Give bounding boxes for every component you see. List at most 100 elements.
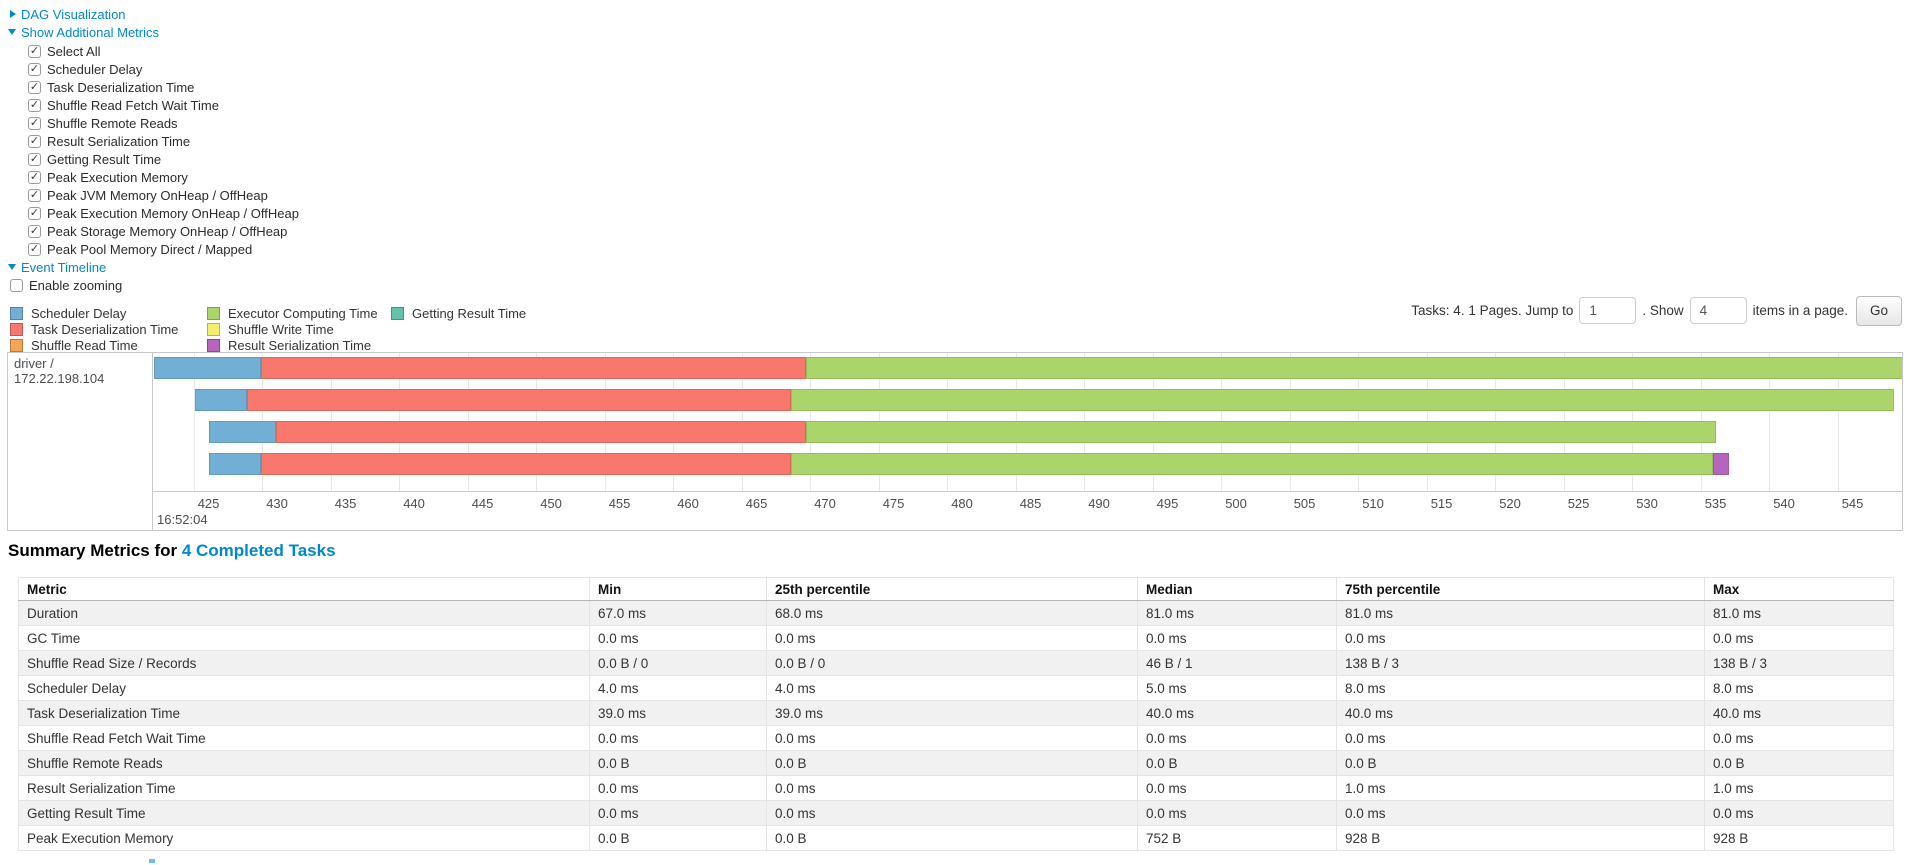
legend-label: Result Serialization Time — [228, 337, 372, 353]
metric-checkbox[interactable]: ✓ — [28, 152, 41, 166]
task-segment-scheduler_delay[interactable] — [195, 389, 248, 411]
summary-metric-value: 0.0 ms — [766, 775, 1138, 801]
task-segment-executor_computing[interactable] — [806, 421, 1716, 443]
metric-checkbox-row: ✓ Result Serialization Time — [8, 132, 299, 150]
metric-checkbox[interactable]: ✓ — [28, 134, 41, 148]
metric-checkbox-label: Task Deserialization Time — [47, 79, 195, 95]
legend-label: Executor Computing Time — [228, 305, 378, 321]
summary-metric-value: 0.0 B / 0 — [589, 650, 767, 676]
metric-checkbox[interactable]: ✓ — [28, 242, 41, 256]
legend-item: Scheduler Delay — [10, 305, 207, 321]
summary-metric-value: 8.0 ms — [1336, 675, 1705, 701]
task-segment-executor_computing[interactable] — [806, 357, 1902, 379]
metric-checkbox-row: ✓ Task Deserialization Time — [8, 78, 299, 96]
summary-metric-value: 67.0 ms — [589, 600, 767, 626]
task-pagination: Tasks: 4. 1 Pages. Jump to . Show items … — [1411, 295, 1902, 326]
timeline-axis: 16:52:04 425 430 435 440 445 450 455 460 465 470 4… — [153, 493, 1902, 530]
axis-major-time-label: 16:52:04 — [157, 512, 208, 527]
summary-metric-value: 81.0 ms — [1336, 600, 1705, 626]
metric-checkbox-label: Shuffle Read Fetch Wait Time — [47, 97, 219, 113]
axis-tick-label: 495 — [1156, 496, 1179, 511]
summary-metric-value: 39.0 ms — [766, 700, 1138, 726]
task-segment-task_deserialization[interactable] — [275, 421, 807, 443]
task-segment-task_deserialization[interactable] — [260, 453, 791, 475]
summary-metric-value: 0.0 ms — [766, 625, 1138, 651]
summary-metrics-table: Metric Min 25th percentile Median 75th perce… — [18, 577, 1894, 851]
task-segment-scheduler_delay[interactable] — [208, 453, 261, 475]
completed-tasks-link[interactable]: 4 Completed Tasks — [181, 541, 336, 560]
show-additional-metrics-toggle[interactable]: Show Additional Metrics — [8, 23, 299, 41]
summary-metric-value: 0.0 B — [1137, 750, 1337, 776]
event-timeline-toggle[interactable]: Event Timeline — [8, 258, 299, 276]
legend-item: Result Serialization Time — [207, 337, 391, 353]
metric-checkbox[interactable]: ✓ — [28, 224, 41, 238]
summary-metric-value: 4.0 ms — [766, 675, 1138, 701]
metric-checkbox[interactable]: ✓ — [28, 206, 41, 220]
task-segment-executor_computing[interactable] — [791, 453, 1713, 475]
task-segment-scheduler_delay[interactable] — [154, 357, 261, 379]
summary-metric-value: 0.0 ms — [1137, 625, 1337, 651]
show-additional-metrics-link[interactable]: Show Additional Metrics — [21, 24, 160, 40]
summary-metric-name: Task Deserialization Time — [18, 700, 590, 726]
metric-checkbox[interactable]: ✓ — [28, 188, 41, 202]
summary-metric-value: 0.0 B / 0 — [766, 650, 1138, 676]
metric-checkbox-row: ✓ Peak Pool Memory Direct / Mapped — [8, 240, 299, 258]
metric-checkbox-row: ✓ Getting Result Time — [8, 150, 299, 168]
task-segment-executor_computing[interactable] — [791, 389, 1894, 411]
axis-tick-label: 485 — [1019, 496, 1042, 511]
legend-item: Shuffle Read Time — [10, 337, 207, 353]
metric-checkbox[interactable]: ✓ — [28, 116, 41, 130]
summary-column-header: 75th percentile — [1336, 577, 1705, 601]
task-segment-task_deserialization[interactable] — [260, 357, 807, 379]
task-segment-result_serialization[interactable] — [1713, 453, 1730, 475]
jump-to-page-input[interactable] — [1579, 297, 1637, 324]
stage-controls: DAG Visualization Show Additional Metric… — [8, 5, 299, 294]
metric-checkbox-row: ✓ Peak Execution Memory OnHeap / OffHeap — [8, 204, 299, 222]
task-segment-task_deserialization[interactable] — [247, 389, 791, 411]
metric-checkbox-list: ✓ Select All ✓ Scheduler Delay ✓ Task Deseria… — [8, 42, 299, 258]
timeline-legend: Scheduler Delay Task Deserialization Time… — [10, 305, 526, 353]
metric-checkbox[interactable]: ✓ — [28, 98, 41, 112]
summary-metrics-table-wrap: Metric Min 25th percentile Median 75th perce… — [18, 577, 1894, 851]
metric-checkbox-row: ✓ Peak Storage Memory OnHeap / OffHeap — [8, 222, 299, 240]
summary-metric-value: 1.0 ms — [1336, 775, 1705, 801]
summary-metric-value: 0.0 B — [589, 825, 767, 851]
go-button[interactable]: Go — [1855, 295, 1902, 326]
executor-label: driver / 172.22.198.104 — [8, 353, 153, 530]
task-segment-scheduler_delay[interactable] — [208, 421, 276, 443]
summary-metric-value: 0.0 B — [766, 825, 1138, 851]
metric-checkbox[interactable]: ✓ — [28, 170, 41, 184]
metric-checkbox[interactable]: ✓ — [28, 80, 41, 94]
metric-checkbox-row: ✓ Scheduler Delay — [8, 60, 299, 78]
dag-visualization-link[interactable]: DAG Visualization — [21, 6, 126, 22]
summary-column-header: Min — [589, 577, 767, 601]
metric-checkbox-row: ✓ Peak Execution Memory — [8, 168, 299, 186]
summary-metric-value: 138 B / 3 — [1336, 650, 1705, 676]
summary-column-header: Median — [1137, 577, 1337, 601]
items-per-page-input[interactable] — [1689, 297, 1747, 324]
metric-checkbox[interactable]: ✓ — [28, 62, 41, 76]
metric-checkbox[interactable]: ✓ — [28, 44, 41, 58]
expanded-arrow-icon — [8, 264, 16, 270]
metric-checkbox-row: ✓ Select All — [8, 42, 299, 60]
legend-label: Scheduler Delay — [31, 305, 127, 321]
axis-tick-label: 500 — [1225, 496, 1247, 511]
expanded-arrow-icon — [8, 29, 16, 35]
enable-zooming-checkbox[interactable] — [10, 278, 23, 292]
summary-metric-value: 0.0 ms — [589, 625, 767, 651]
summary-metric-name: Scheduler Delay — [18, 675, 590, 701]
dag-visualization-toggle[interactable]: DAG Visualization — [8, 5, 299, 23]
axis-tick-label: 455 — [608, 496, 631, 511]
axis-gridline — [193, 353, 195, 491]
summary-metric-value: 39.0 ms — [589, 700, 767, 726]
summary-metric-value: 40.0 ms — [1137, 700, 1337, 726]
metric-checkbox-label: Result Serialization Time — [47, 133, 191, 149]
axis-tick-label: 460 — [677, 496, 699, 511]
axis-tick-label: 510 — [1362, 496, 1384, 511]
summary-metric-name: Peak Execution Memory — [18, 825, 590, 851]
metric-checkbox-label: Peak Pool Memory Direct / Mapped — [47, 241, 253, 257]
summary-metric-value: 81.0 ms — [1704, 600, 1894, 626]
getting_result-swatch-icon — [391, 306, 404, 320]
event-timeline-link[interactable]: Event Timeline — [21, 259, 107, 275]
summary-column-header: 25th percentile — [766, 577, 1138, 601]
